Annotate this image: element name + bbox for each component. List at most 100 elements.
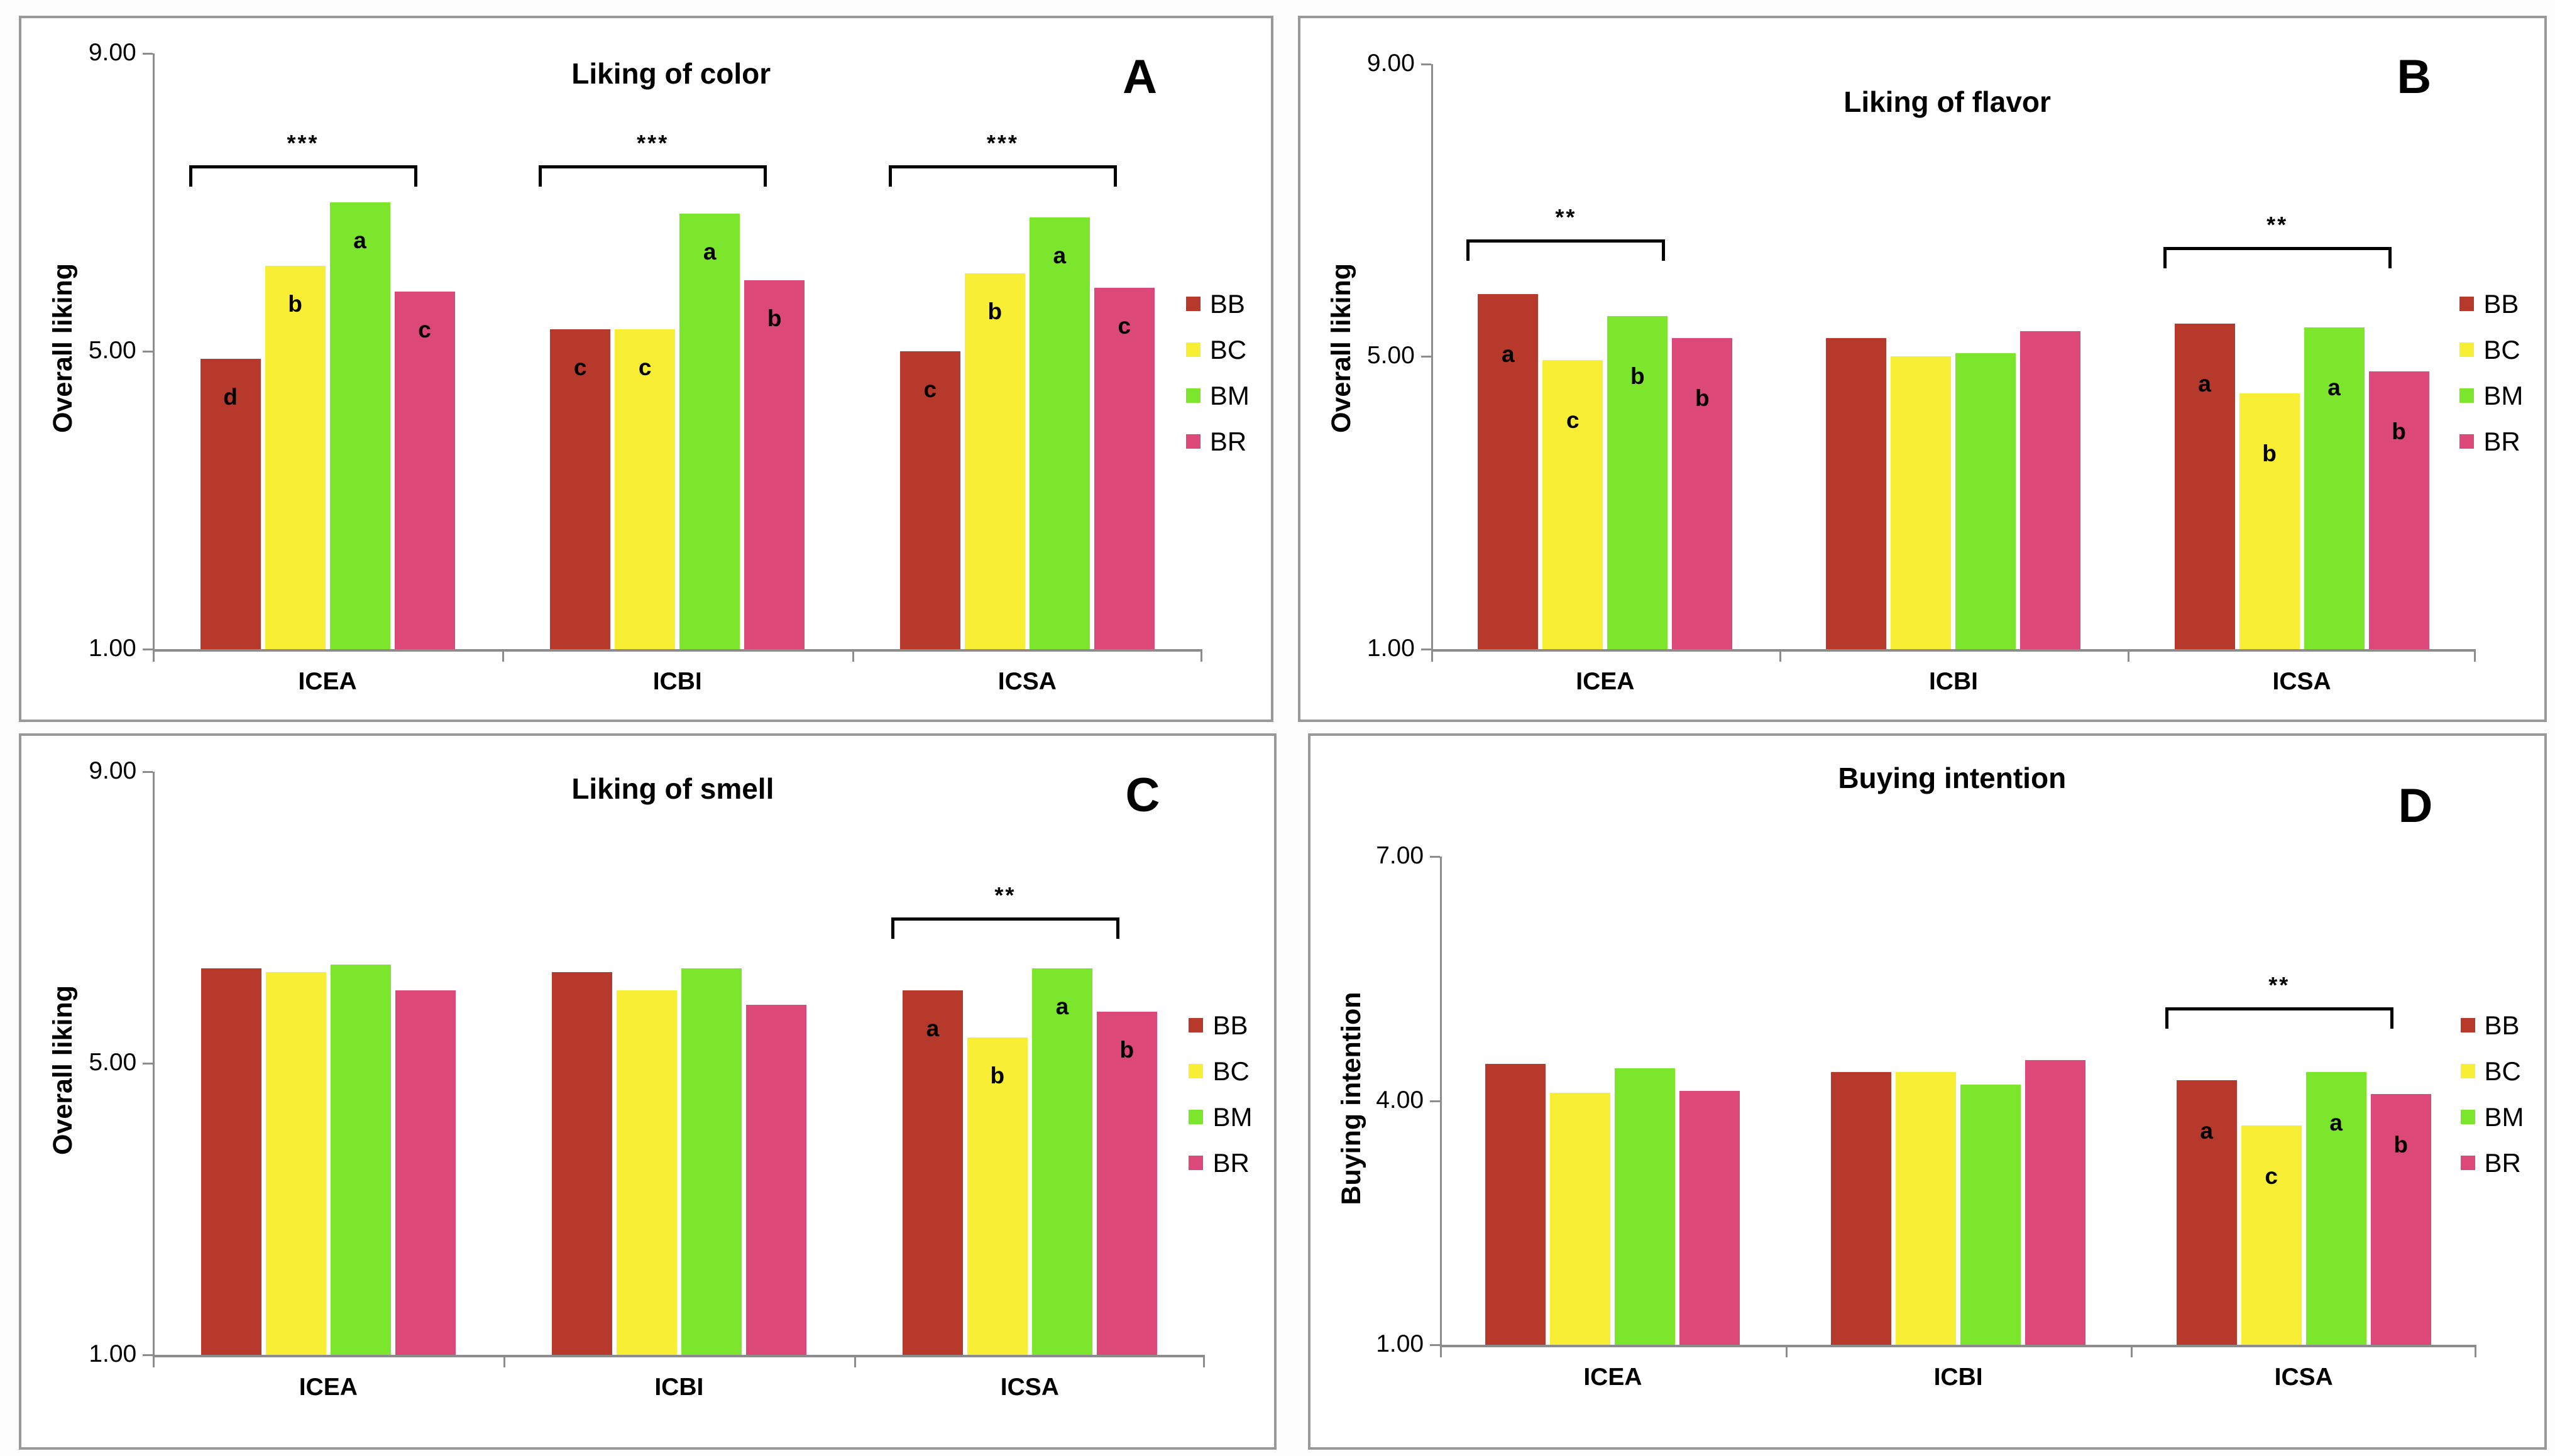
sig-letter: a [926, 1015, 940, 1041]
chart-title: Liking of flavor [1843, 85, 2051, 119]
bar-BC-ICEA [265, 265, 326, 650]
bar-BC-ICBI [615, 329, 676, 650]
bar-BM-ICSA [2304, 327, 2365, 650]
legend-swatch-BC [1185, 342, 1201, 358]
sig-letter: b [1119, 1037, 1135, 1063]
x-tick-mark [2128, 652, 2130, 662]
bar-BR-ICEA [1672, 338, 1733, 650]
bar-BM-ICEA [330, 965, 391, 1355]
sig-letter: b [2262, 440, 2277, 466]
bar-BB-ICEA [200, 358, 261, 650]
x-tick-mark [1200, 652, 1202, 662]
legend-label: BB [1209, 288, 1245, 319]
legend-label: BB [1212, 1010, 1248, 1040]
legend-swatch-BM [2459, 388, 2475, 403]
legend-label: BB [2483, 288, 2519, 319]
bar-BB-ICSA [902, 990, 963, 1355]
bar-BR-ICBI [745, 1004, 806, 1355]
legend-item-BR: BR [1189, 1147, 1252, 1179]
sig-stars: ** [2268, 972, 2290, 998]
legend-label: BR [1209, 426, 1247, 456]
x-tick-mark [2474, 652, 2476, 662]
sig-bracket [2163, 246, 2392, 268]
legend-item-BB: BB [1185, 288, 1250, 320]
bar-BM-ICEA [1615, 1068, 1676, 1345]
sig-stars: ** [994, 882, 1016, 908]
sig-letter: a [703, 238, 717, 265]
legend-label: BM [1212, 1102, 1253, 1132]
legend-item-BC: BC [2459, 334, 2523, 366]
x-tick-mark [1779, 652, 1781, 662]
x-axis-line [1431, 649, 2476, 652]
legend-swatch-BR [1189, 1156, 1204, 1171]
bar-BR-ICSA [2370, 1094, 2431, 1345]
panel-c: Liking of smell C Overall liking 9.00 5.00 1.… [19, 733, 1277, 1450]
bar-BR-ICBI [2025, 1060, 2086, 1345]
bar-BR-ICSA [1096, 1012, 1157, 1355]
sig-letter: c [1566, 407, 1580, 434]
sig-letter: a [2198, 371, 2211, 397]
sig-bracket [539, 165, 767, 187]
sig-letter: d [223, 383, 238, 410]
bar-BM-ICBI [1955, 353, 2016, 650]
sig-bracket [891, 917, 1119, 939]
category-label-ICSA: ICSA [2272, 668, 2331, 696]
sig-letter: a [2200, 1118, 2213, 1144]
y-tick-mark [1420, 356, 1431, 358]
panel-corner-label: D [2398, 779, 2433, 833]
x-tick-mark [852, 652, 855, 662]
bar-BR-ICSA [2368, 371, 2429, 650]
bar-BM-ICEA [1607, 316, 1668, 650]
bar-BC-ICSA [967, 1037, 1028, 1355]
y-tick-label: 1.00 [1376, 1330, 1424, 1357]
bar-BR-ICEA [1679, 1091, 1740, 1345]
legend-label: BR [2484, 1147, 2521, 1178]
sig-bracket [1466, 239, 1666, 261]
bar-BM-ICEA [329, 202, 390, 650]
legend-swatch-BC [2459, 342, 2475, 358]
panel-corner-label: C [1125, 768, 1160, 822]
legend-item-BM: BM [2460, 1102, 2524, 1133]
y-tick-mark [1430, 856, 1441, 858]
bar-BC-ICEA [1542, 360, 1603, 650]
sig-stars: *** [986, 129, 1019, 156]
y-tick-label: 9.00 [88, 38, 136, 66]
x-tick-mark [503, 1357, 506, 1367]
y-tick-mark [143, 770, 153, 773]
sig-letter: c [418, 317, 431, 343]
legend-item-BM: BM [1185, 380, 1250, 412]
bar-BR-ICBI [744, 280, 805, 650]
legend-label: BR [1212, 1147, 1250, 1178]
x-axis-line [152, 649, 1202, 652]
sig-letter: b [1630, 363, 1645, 390]
bar-BC-ICBI [1896, 1072, 1957, 1345]
panel-b: Liking of flavor B Overall liking 9.00 5.00 1… [1298, 16, 2547, 722]
category-label-ICEA: ICEA [1576, 668, 1635, 696]
sig-letter: b [990, 1063, 1005, 1089]
y-tick-label: 1.00 [88, 635, 136, 662]
sig-letter: b [1695, 385, 1710, 412]
y-tick-mark [143, 1354, 153, 1356]
legend-swatch-BR [2459, 434, 2475, 449]
sig-letter: b [2393, 1132, 2408, 1158]
bar-BC-ICBI [1891, 356, 1952, 650]
x-tick-mark [1431, 652, 1433, 662]
bar-BM-ICBI [681, 968, 742, 1355]
bar-BC-ICSA [2241, 1125, 2302, 1345]
sig-stars: *** [637, 129, 669, 156]
legend-swatch-BC [2460, 1064, 2475, 1079]
chart-title: Buying intention [1838, 761, 2067, 794]
y-tick-mark [1430, 1344, 1441, 1346]
x-tick-mark [502, 652, 505, 662]
bar-BB-ICBI [1826, 338, 1887, 650]
legend-swatch-BM [1189, 1110, 1204, 1125]
sig-letter: b [767, 305, 782, 332]
legend: BB BC BM BR [1185, 288, 1250, 472]
legend-item-BR: BR [2460, 1147, 2524, 1179]
bar-BC-ICSA [964, 273, 1025, 650]
legend-label: BC [2483, 334, 2520, 364]
legend-swatch-BB [2459, 297, 2475, 312]
y-tick-label: 1.00 [89, 1340, 137, 1367]
category-label-ICEA: ICEA [299, 1373, 358, 1401]
x-tick-mark [152, 652, 155, 662]
